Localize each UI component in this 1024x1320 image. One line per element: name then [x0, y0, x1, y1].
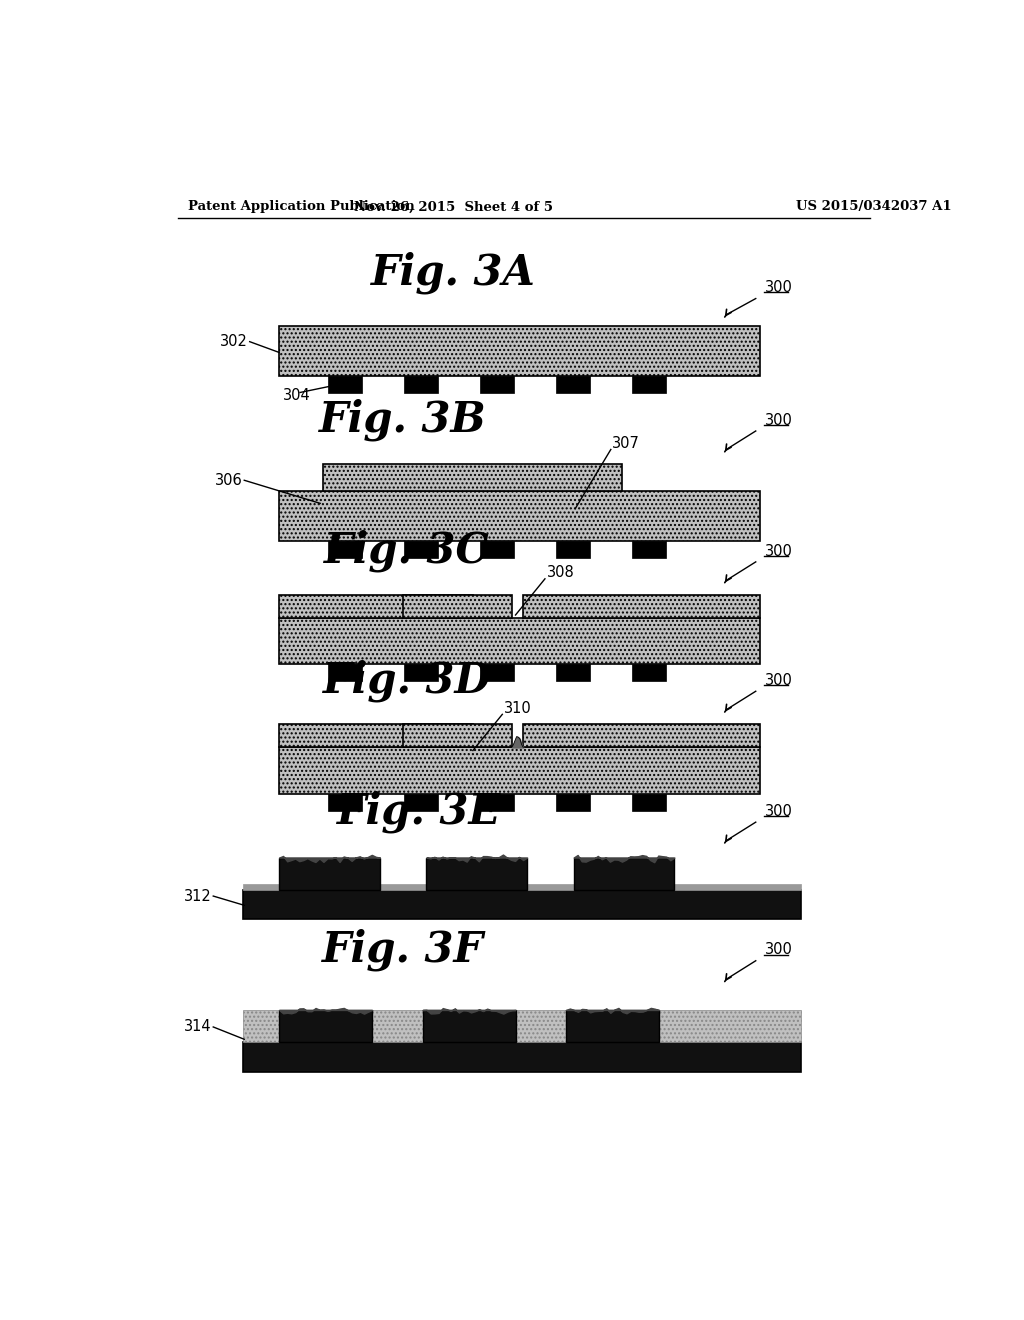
Text: 310: 310	[504, 701, 531, 715]
Text: 300: 300	[765, 804, 793, 818]
Bar	[328, 793, 362, 810]
Bar	[556, 793, 590, 810]
Bar	[523, 725, 760, 747]
Bar	[280, 595, 473, 618]
Bar	[328, 376, 362, 393]
Bar	[556, 664, 590, 681]
Bar	[328, 664, 362, 681]
Bar	[243, 1043, 801, 1072]
Bar	[480, 541, 514, 558]
Bar	[523, 595, 760, 618]
Text: US 2015/0342037 A1: US 2015/0342037 A1	[796, 201, 951, 214]
Bar	[324, 465, 622, 491]
Bar	[243, 1010, 801, 1043]
Text: 300: 300	[765, 280, 793, 296]
Bar	[403, 595, 512, 618]
Bar	[403, 664, 438, 681]
Bar	[328, 541, 362, 558]
Text: 300: 300	[765, 942, 793, 957]
Bar	[280, 491, 760, 541]
Bar	[556, 541, 590, 558]
Bar	[632, 541, 666, 558]
Bar	[426, 858, 527, 890]
Text: 306: 306	[215, 473, 243, 488]
Text: 300: 300	[765, 544, 793, 558]
Bar	[632, 664, 666, 681]
Text: 307: 307	[612, 436, 640, 451]
Bar	[573, 858, 675, 890]
Text: 300: 300	[765, 673, 793, 688]
Text: Patent Application Publication: Patent Application Publication	[188, 201, 415, 214]
Bar	[280, 326, 760, 376]
Bar	[566, 1010, 658, 1043]
Bar	[632, 793, 666, 810]
Bar	[280, 747, 760, 793]
Bar	[280, 725, 473, 747]
Bar	[403, 793, 438, 810]
Text: Fig. 3B: Fig. 3B	[319, 399, 487, 441]
Text: 304: 304	[283, 388, 310, 403]
Bar	[556, 376, 590, 393]
Text: Fig. 3E: Fig. 3E	[337, 791, 501, 833]
Text: 312: 312	[184, 888, 212, 904]
Text: 300: 300	[765, 413, 793, 428]
Bar	[403, 725, 512, 747]
Bar	[423, 1010, 515, 1043]
Text: 308: 308	[547, 565, 574, 581]
Bar	[403, 541, 438, 558]
Bar	[243, 884, 801, 890]
Bar	[280, 1010, 372, 1043]
Bar	[243, 890, 801, 919]
Text: 314: 314	[184, 1019, 212, 1035]
Text: Nov. 26, 2015  Sheet 4 of 5: Nov. 26, 2015 Sheet 4 of 5	[354, 201, 553, 214]
Text: Fig. 3D: Fig. 3D	[323, 659, 492, 702]
Bar	[480, 664, 514, 681]
Text: Fig. 3F: Fig. 3F	[323, 929, 484, 972]
Bar	[280, 858, 380, 890]
Bar	[480, 793, 514, 810]
Text: Fig. 3A: Fig. 3A	[371, 251, 536, 293]
Bar	[403, 376, 438, 393]
Bar	[632, 376, 666, 393]
Bar	[480, 376, 514, 393]
Bar	[280, 618, 760, 664]
Text: Fig. 3C: Fig. 3C	[325, 529, 489, 573]
Text: 302: 302	[220, 334, 248, 350]
